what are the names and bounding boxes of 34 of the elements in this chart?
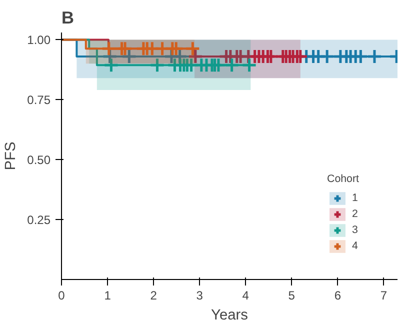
point: [292, 48, 308, 64]
point: [103, 57, 119, 73]
legend-title: Cohort: [327, 173, 360, 185]
x-tick-label: 1: [104, 288, 112, 302]
y-tick-label: 0.25: [27, 213, 51, 228]
x-tick-label: 0: [58, 288, 66, 302]
point: [366, 48, 382, 64]
point: [168, 40, 184, 56]
x-tick-label: 2: [150, 288, 158, 302]
point: [184, 40, 200, 56]
legend-label: 1: [352, 191, 359, 206]
chart-title: B: [62, 8, 74, 28]
x-tick-label: 5: [288, 288, 296, 302]
point: [101, 40, 117, 56]
x-tick-label: 6: [334, 288, 342, 302]
x-axis-title: Years: [211, 308, 248, 324]
y-tick-label: 0.50: [27, 153, 51, 168]
point: [149, 57, 165, 73]
legend-label: 4: [352, 239, 359, 254]
y-tick-label: 1.00: [27, 33, 51, 48]
point: [121, 48, 137, 64]
point: [319, 48, 335, 64]
point: [242, 57, 258, 73]
y-tick-label: 0.75: [27, 93, 51, 108]
point: [224, 57, 240, 73]
x-tick-label: 7: [380, 288, 388, 302]
legend-label: 2: [352, 207, 359, 222]
x-tick-label: 3: [196, 288, 204, 302]
point: [117, 40, 133, 56]
point: [263, 48, 279, 64]
legend-label: 3: [352, 223, 359, 238]
x-tick-label: 4: [242, 288, 250, 302]
y-axis-title: PFS: [3, 142, 20, 170]
point: [352, 48, 368, 64]
